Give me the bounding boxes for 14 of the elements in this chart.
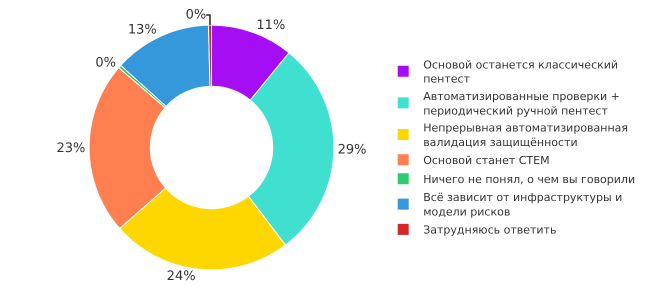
legend-label: Всё зависит от инфраструктуры и модели рисков <box>423 191 622 219</box>
legend-label: Основой останется классический пентест <box>423 58 618 86</box>
legend-label: Непрерывная автоматизированная валидация защищённости <box>423 122 628 149</box>
data-label: 24% <box>166 269 196 284</box>
legend-label: Автоматизированные проверки + периодический ручной пентест <box>423 90 620 118</box>
legend-label: Затрудняюсь ответить <box>423 224 556 237</box>
data-label: 13% <box>128 22 157 38</box>
data-label: 11% <box>256 18 286 34</box>
data-label: 23% <box>56 140 86 156</box>
data-label: 29% <box>338 142 367 158</box>
legend-label: Основой станет CTEM <box>423 154 550 168</box>
data-label: 0% <box>95 56 116 71</box>
data-label: 0% <box>186 8 206 23</box>
legend-label: Ничего не понял, о чем вы говорили <box>423 173 636 186</box>
